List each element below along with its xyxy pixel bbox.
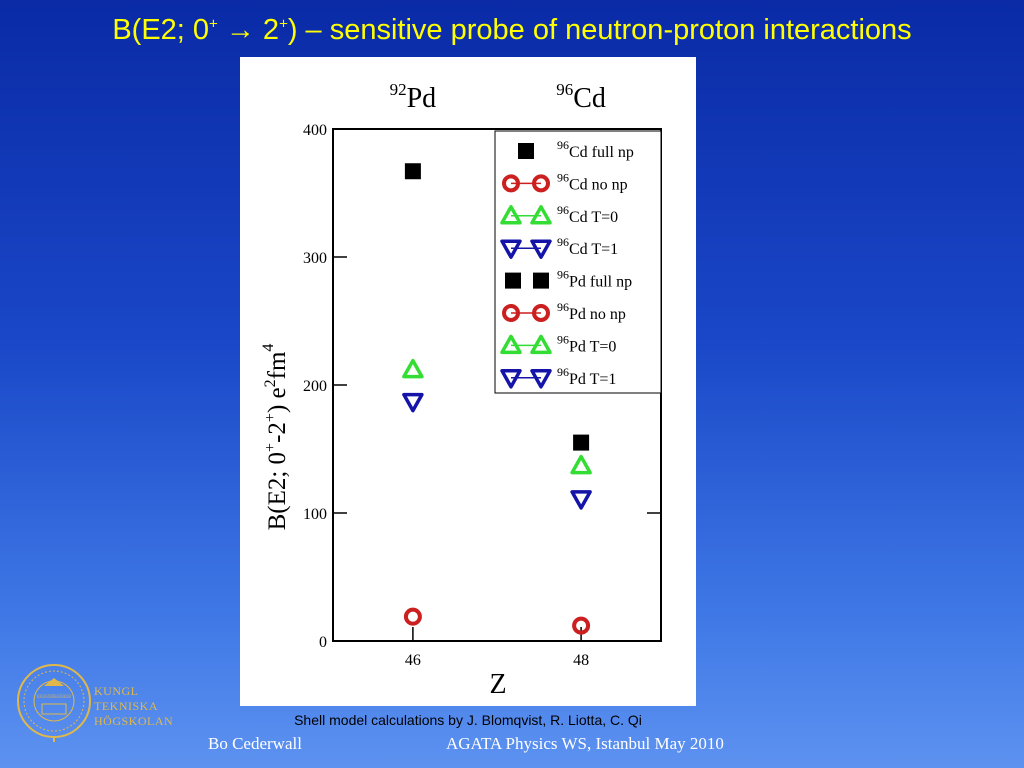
data-point-triangle-up	[402, 358, 424, 379]
legend-marker-square	[505, 272, 521, 289]
data-point-square	[404, 163, 421, 180]
legend-marker-triangle-down	[530, 369, 552, 389]
caption: Shell model calculations by J. Blomqvist…	[294, 712, 642, 728]
legend-label: 96Cd T=0	[557, 203, 618, 226]
data-point-square	[573, 434, 590, 451]
legend-label: 96Cd no np	[557, 170, 628, 193]
chart-svg: 0 100 200 300 400 46 48 92Pd 96Cd B(E2; 0+-2+)…	[260, 80, 662, 700]
x-tick-label: 46	[405, 652, 421, 669]
legend-label: 96Cd full np	[557, 138, 634, 161]
arrow-right-icon: →	[225, 14, 255, 46]
legend-marker-square	[518, 143, 534, 159]
y-tick-label: 200	[303, 378, 327, 395]
data-point-circle	[403, 607, 422, 626]
x-axis-label: Z	[489, 669, 506, 700]
x-tick-label: 48	[573, 652, 589, 669]
logo-line-3: HÖGSKOLAN	[94, 714, 174, 728]
legend-marker-triangle-up	[530, 334, 552, 355]
y-tick-label: 400	[303, 122, 327, 139]
y-tick-label: 0	[319, 634, 327, 651]
legend-marker-circle	[532, 174, 550, 193]
chart-panel: 0 100 200 300 400 46 48 92Pd 96Cd B(E2; 0+-2+)…	[240, 57, 696, 706]
y-tick-label: 300	[303, 250, 327, 267]
legend-label: 96Pd no np	[557, 300, 626, 323]
y-tick-label: 100	[303, 506, 327, 523]
top-nucleus-label: 96Cd	[556, 80, 606, 114]
y-axis-label: B(E2; 0+-2+) e2fm4	[260, 344, 291, 531]
title-sup-2: +	[279, 15, 288, 33]
legend-marker-triangle-up	[500, 334, 522, 355]
legend-marker-triangle-up	[500, 205, 522, 225]
legend-label: 96Pd T=0	[557, 332, 616, 355]
data-point-triangle-up	[570, 454, 592, 475]
legend-marker-triangle-down	[500, 369, 522, 389]
title-prefix: B(E2; 0	[112, 14, 210, 46]
legend-label: 96Pd full np	[557, 268, 632, 291]
legend-label: 96Pd T=1	[557, 365, 616, 388]
legend-marker-triangle-down	[530, 239, 552, 259]
kth-logo-icon: KUNGLIGA TEKNISKA HÖGSKOLAN	[17, 664, 91, 742]
legend-label: 96Cd T=1	[557, 235, 618, 258]
logo-line-1: KUNGL	[94, 684, 139, 698]
data-point-triangle-down	[402, 392, 424, 413]
legend-marker-triangle-up	[530, 205, 552, 225]
title-mid: 2	[262, 14, 280, 46]
legend-marker-circle	[502, 174, 520, 193]
logo-line-2: TEKNISKA	[94, 699, 158, 713]
legend-box	[494, 130, 662, 394]
title-suffix: ) – sensitive probe of neutron-proton in…	[287, 14, 912, 46]
data-point-triangle-down	[570, 490, 592, 510]
logo-text: KUNGL TEKNISKA HÖGSKOLAN	[94, 684, 173, 729]
legend-marker-circle	[532, 304, 550, 322]
slide-title: B(E2; 0+ → 2+) – sensitive probe of neut…	[0, 14, 1024, 47]
data-point-circle	[572, 616, 591, 635]
top-nucleus-label: 92Pd	[390, 80, 437, 114]
title-sup-1: +	[209, 15, 218, 33]
footer-author: Bo Cederwall	[208, 734, 302, 753]
legend-marker-circle	[502, 304, 520, 322]
footer-event: AGATA Physics WS, Istanbul May 2010	[446, 734, 724, 753]
legend-marker-triangle-down	[500, 239, 522, 259]
logo-seal-text: KUNGLIGA TEKNISKA HÖGSKOLAN	[37, 694, 71, 700]
legend-marker-square	[533, 272, 549, 289]
legend: 96Cd full np 96Cd no np 96Cd T=0 96Cd T=1 96…	[494, 130, 662, 394]
